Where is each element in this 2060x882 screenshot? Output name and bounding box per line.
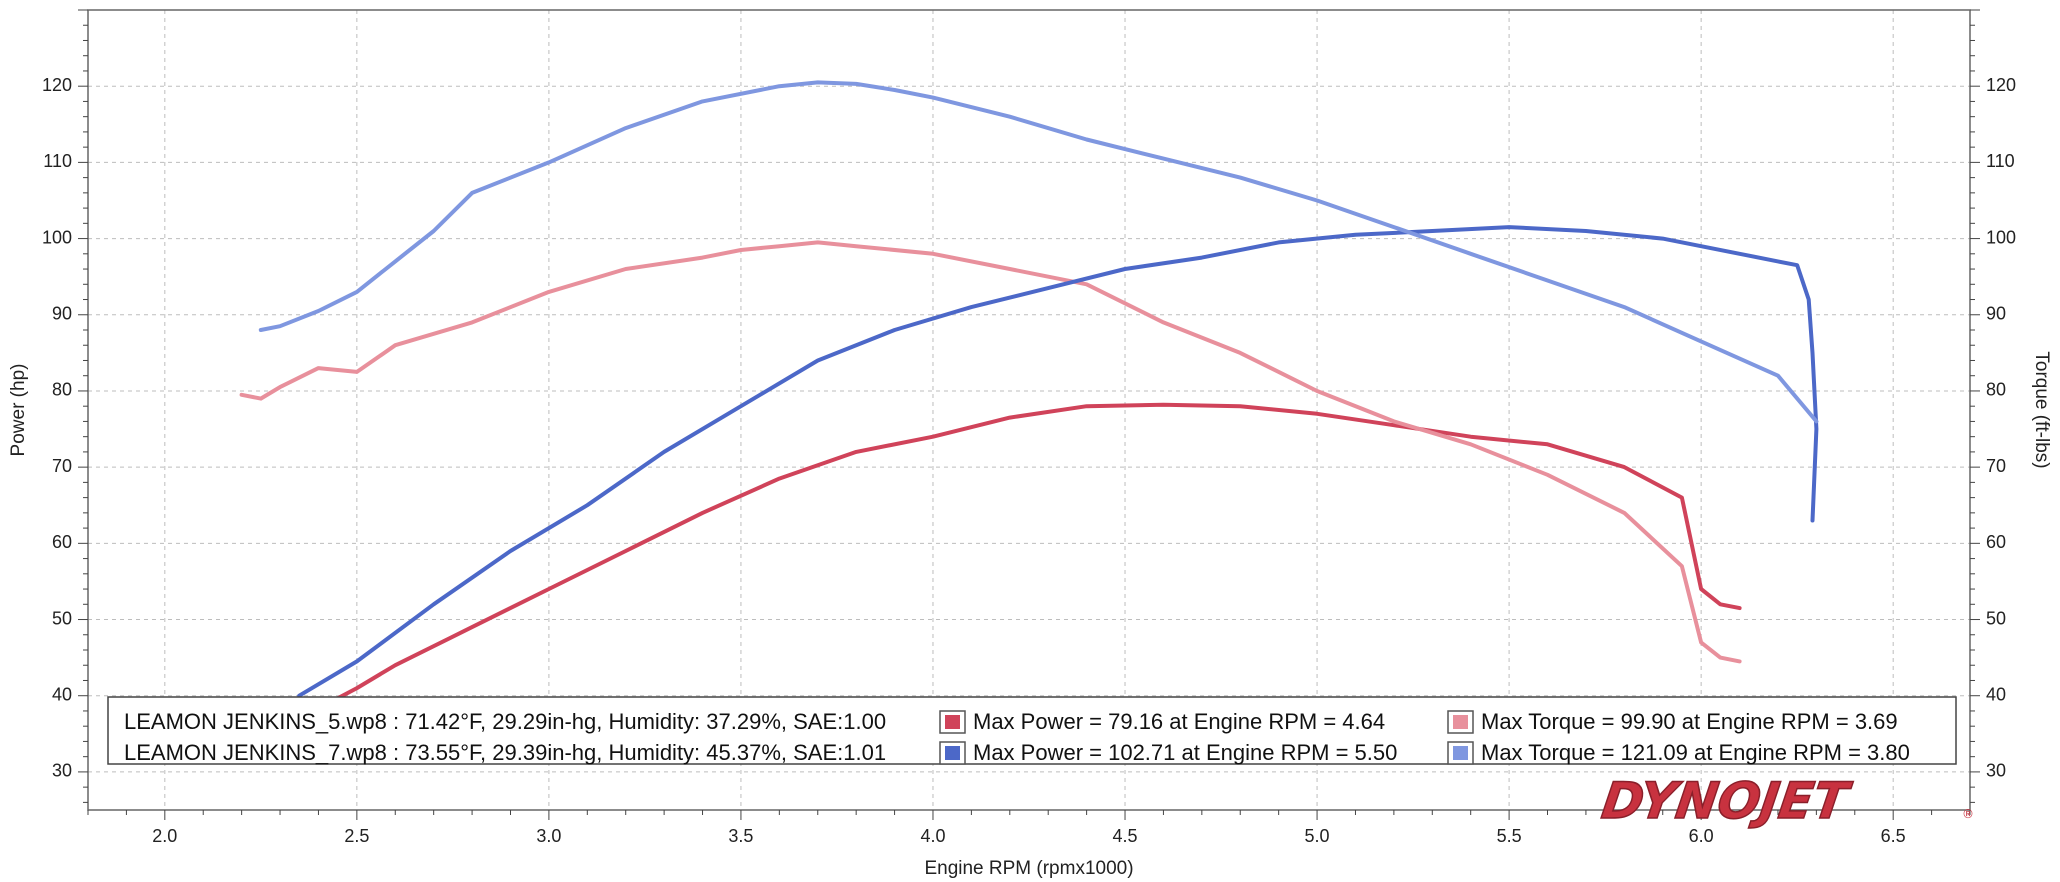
legend-run5-max-power: Max Power = 79.16 at Engine RPM = 4.64 <box>973 709 1385 734</box>
y-right-tick-label: 60 <box>1986 532 2006 552</box>
y-left-tick-label: 30 <box>52 761 72 781</box>
x-tick-label: 3.0 <box>536 826 561 846</box>
legend-run7-max-power: Max Power = 102.71 at Engine RPM = 5.50 <box>973 740 1397 765</box>
y-axis-left: 30 40 50 60 70 80 90 100 110 120 <box>42 9 88 803</box>
y-left-tick-label: 110 <box>43 151 72 171</box>
y-right-tick-label: 50 <box>1986 608 2006 628</box>
y-left-tick-label: 70 <box>52 456 72 476</box>
legend: LEAMON JENKINS_5.wp8 : 71.42°F, 29.29in-… <box>107 696 1957 765</box>
y-left-tick-label: 80 <box>52 380 72 400</box>
x-axis-title: Engine RPM (rpmx1000) <box>924 858 1133 879</box>
y-right-tick-label: 100 <box>1986 227 2016 247</box>
series-line-run5_torque <box>239 240 1742 664</box>
y-left-tick-label: 100 <box>42 227 72 247</box>
series-line-run7_power <box>297 225 1819 698</box>
series-line-run7_torque <box>258 80 1819 424</box>
legend-box <box>107 696 1957 765</box>
y-right-tick-label: 80 <box>1986 380 2006 400</box>
y-left-tick-label: 120 <box>42 75 72 95</box>
grid <box>88 10 1970 810</box>
y-axis-right: 30 40 50 60 70 80 90 100 110 120 <box>1970 9 2016 803</box>
series-line-run5_power <box>297 402 1742 721</box>
legend-run5-info: LEAMON JENKINS_5.wp8 : 71.42°F, 29.29in-… <box>124 709 886 734</box>
legend-run5-max-torque: Max Torque = 99.90 at Engine RPM = 3.69 <box>1481 709 1898 734</box>
x-tick-label: 3.5 <box>728 826 753 846</box>
y-right-tick-label: 90 <box>1986 304 2006 324</box>
y-left-tick-label: 60 <box>52 532 72 552</box>
plot-frame <box>87 9 1971 811</box>
registered-mark-icon: ® <box>1962 807 1974 821</box>
x-tick-label: 2.5 <box>344 826 369 846</box>
x-tick-label: 4.0 <box>920 826 945 846</box>
x-tick-label: 5.5 <box>1497 826 1522 846</box>
x-axis: 2.0 2.5 3.0 3.5 4.0 4.5 5.0 5.5 6.0 6.5 <box>87 810 1971 846</box>
y-right-tick-label: 30 <box>1986 761 2006 781</box>
y-left-tick-label: 50 <box>52 608 72 628</box>
legend-swatch-run7-power-fill <box>945 746 960 760</box>
x-tick-label: 2.0 <box>152 826 177 846</box>
legend-swatch-run7-torque-fill <box>1453 746 1468 760</box>
legend-run7-info: LEAMON JENKINS_7.wp8 : 73.55°F, 29.39in-… <box>124 740 886 765</box>
y-right-tick-label: 110 <box>1986 151 2015 171</box>
y-right-tick-label: 120 <box>1986 75 2016 95</box>
legend-swatch-run5-power-fill <box>945 715 960 729</box>
x-tick-label: 5.0 <box>1305 826 1330 846</box>
legend-swatch-run5-torque-fill <box>1453 715 1468 729</box>
dynojet-logo: DYNOJET <box>1598 771 1855 830</box>
x-tick-label: 6.5 <box>1881 826 1906 846</box>
y-left-tick-label: 90 <box>52 304 72 324</box>
y-left-tick-label: 40 <box>52 684 72 704</box>
x-tick-label: 4.5 <box>1113 826 1138 846</box>
series <box>239 80 1819 721</box>
legend-run7-max-torque: Max Torque = 121.09 at Engine RPM = 3.80 <box>1481 740 1910 765</box>
y-axis-left-title: Power (hp) <box>8 364 29 457</box>
y-right-tick-label: 70 <box>1986 456 2006 476</box>
y-axis-right-title: Torque (ft-lbs) <box>2031 351 2052 468</box>
x-tick-label: 6.0 <box>1689 826 1714 846</box>
y-right-tick-label: 40 <box>1986 684 2006 704</box>
